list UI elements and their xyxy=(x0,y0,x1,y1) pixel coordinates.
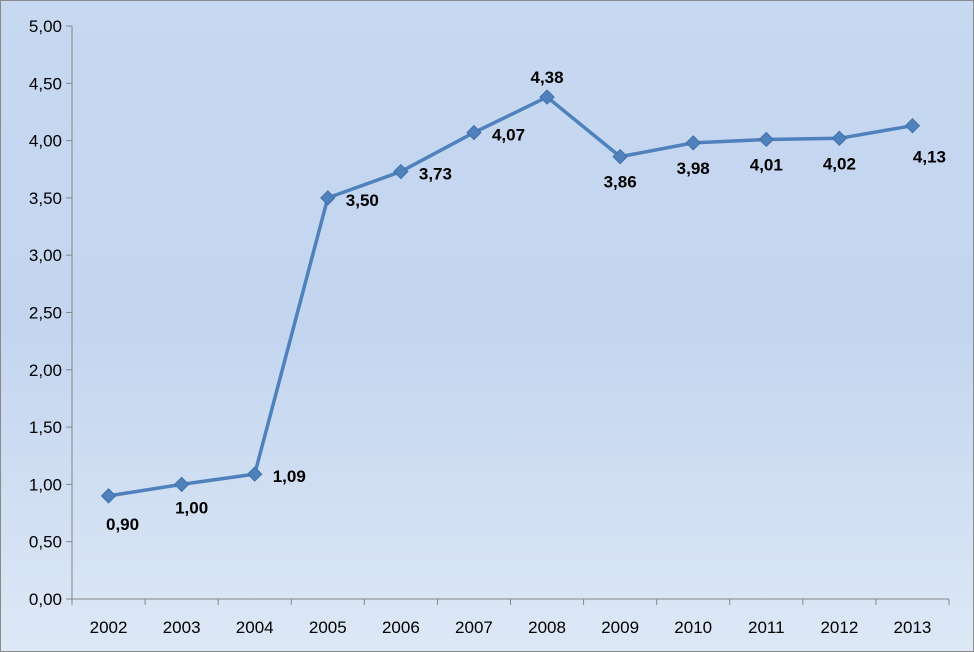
y-tick-label: 2,50 xyxy=(29,304,62,323)
data-point-marker xyxy=(100,488,117,504)
data-series xyxy=(100,89,921,504)
tick-labels: 0,00 0,50 1,00 1,50 2,00 2,50 3,00 3,50 4,00 4,50… xyxy=(29,17,931,637)
x-tick-label: 2013 xyxy=(894,618,932,637)
data-point-marker xyxy=(247,466,263,482)
y-tick-label: 2,00 xyxy=(29,361,62,380)
data-label: 3,73 xyxy=(419,165,452,184)
x-tick-label: 2006 xyxy=(382,618,420,637)
y-tick-label: 5,00 xyxy=(29,17,62,36)
data-label: 4,02 xyxy=(823,154,856,173)
data-point-marker xyxy=(466,124,482,141)
data-label: 3,86 xyxy=(604,173,637,192)
data-point-marker xyxy=(393,163,409,180)
x-tick-label: 2003 xyxy=(163,618,201,637)
data-point-marker xyxy=(685,135,701,151)
data-label: 0,90 xyxy=(106,515,139,534)
y-tick-label: 3,50 xyxy=(29,189,62,208)
y-tick-label: 1,00 xyxy=(29,475,62,494)
data-label: 4,01 xyxy=(750,155,783,174)
data-point-marker xyxy=(831,130,848,147)
x-tick-label: 2011 xyxy=(748,618,785,637)
data-labels: 0,90 1,00 1,09 3,50 3,73 4,07 4,38 3,86 3,98 4,01… xyxy=(106,68,946,534)
data-label: 4,13 xyxy=(913,148,946,167)
x-tick-label: 2010 xyxy=(674,618,712,637)
data-point-marker xyxy=(904,117,921,134)
data-label: 4,38 xyxy=(530,68,563,87)
y-tick-label: 0,50 xyxy=(29,533,62,552)
y-tick-label: 3,00 xyxy=(29,246,62,265)
x-tick-label: 2005 xyxy=(309,618,347,637)
data-label: 1,00 xyxy=(175,498,208,517)
x-tick-label: 2007 xyxy=(455,618,493,637)
data-label: 3,50 xyxy=(346,191,379,210)
y-tick-label: 0,00 xyxy=(29,590,62,609)
y-tick-label: 4,00 xyxy=(29,132,62,151)
y-tick-label: 4,50 xyxy=(29,74,62,93)
x-tick-label: 2009 xyxy=(601,618,639,637)
y-tick-label: 1,50 xyxy=(29,418,62,437)
data-point-marker xyxy=(539,89,555,105)
x-tick-label: 2002 xyxy=(90,618,128,637)
data-label: 3,98 xyxy=(677,159,710,178)
x-tick-label: 2012 xyxy=(820,618,858,637)
data-point-marker xyxy=(612,148,628,165)
x-tick-label: 2008 xyxy=(528,618,566,637)
data-point-marker xyxy=(758,131,774,148)
data-point-marker xyxy=(320,190,336,206)
data-label: 1,09 xyxy=(273,467,306,486)
data-label: 4,07 xyxy=(492,126,525,145)
axes xyxy=(66,25,950,605)
series-line xyxy=(108,95,913,498)
data-point-marker xyxy=(173,476,190,493)
x-tick-label: 2004 xyxy=(236,618,274,637)
